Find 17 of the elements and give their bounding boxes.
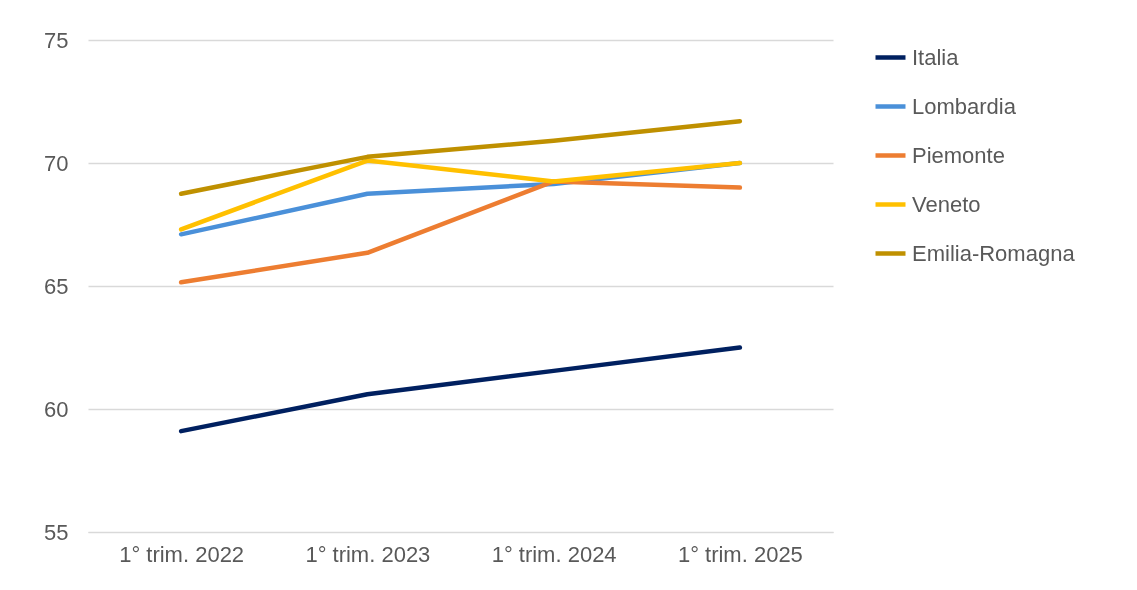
x-tick-label: 1° trim. 2025 — [677, 541, 803, 567]
line-series — [178, 179, 743, 285]
x-tick-label: 1° trim. 2023 — [305, 541, 431, 567]
y-tick-label: 55 — [44, 519, 69, 545]
y-tick-label: 75 — [44, 27, 69, 53]
y-tick-label: 70 — [44, 150, 69, 176]
legend-label: Veneto — [912, 191, 981, 217]
legend-label: Emilia-Romagna — [912, 240, 1076, 266]
x-tick-label: 1° trim. 2024 — [491, 541, 617, 567]
line-series — [178, 118, 743, 196]
legend-label: Italia — [912, 44, 960, 70]
y-tick-label: 60 — [44, 396, 69, 422]
legend-label: Lombardia — [912, 93, 1017, 119]
y-tick-label: 65 — [44, 273, 69, 299]
line-series — [178, 345, 743, 434]
legend-label: Piemonte — [912, 142, 1005, 168]
x-tick-label: 1° trim. 2022 — [119, 541, 245, 567]
